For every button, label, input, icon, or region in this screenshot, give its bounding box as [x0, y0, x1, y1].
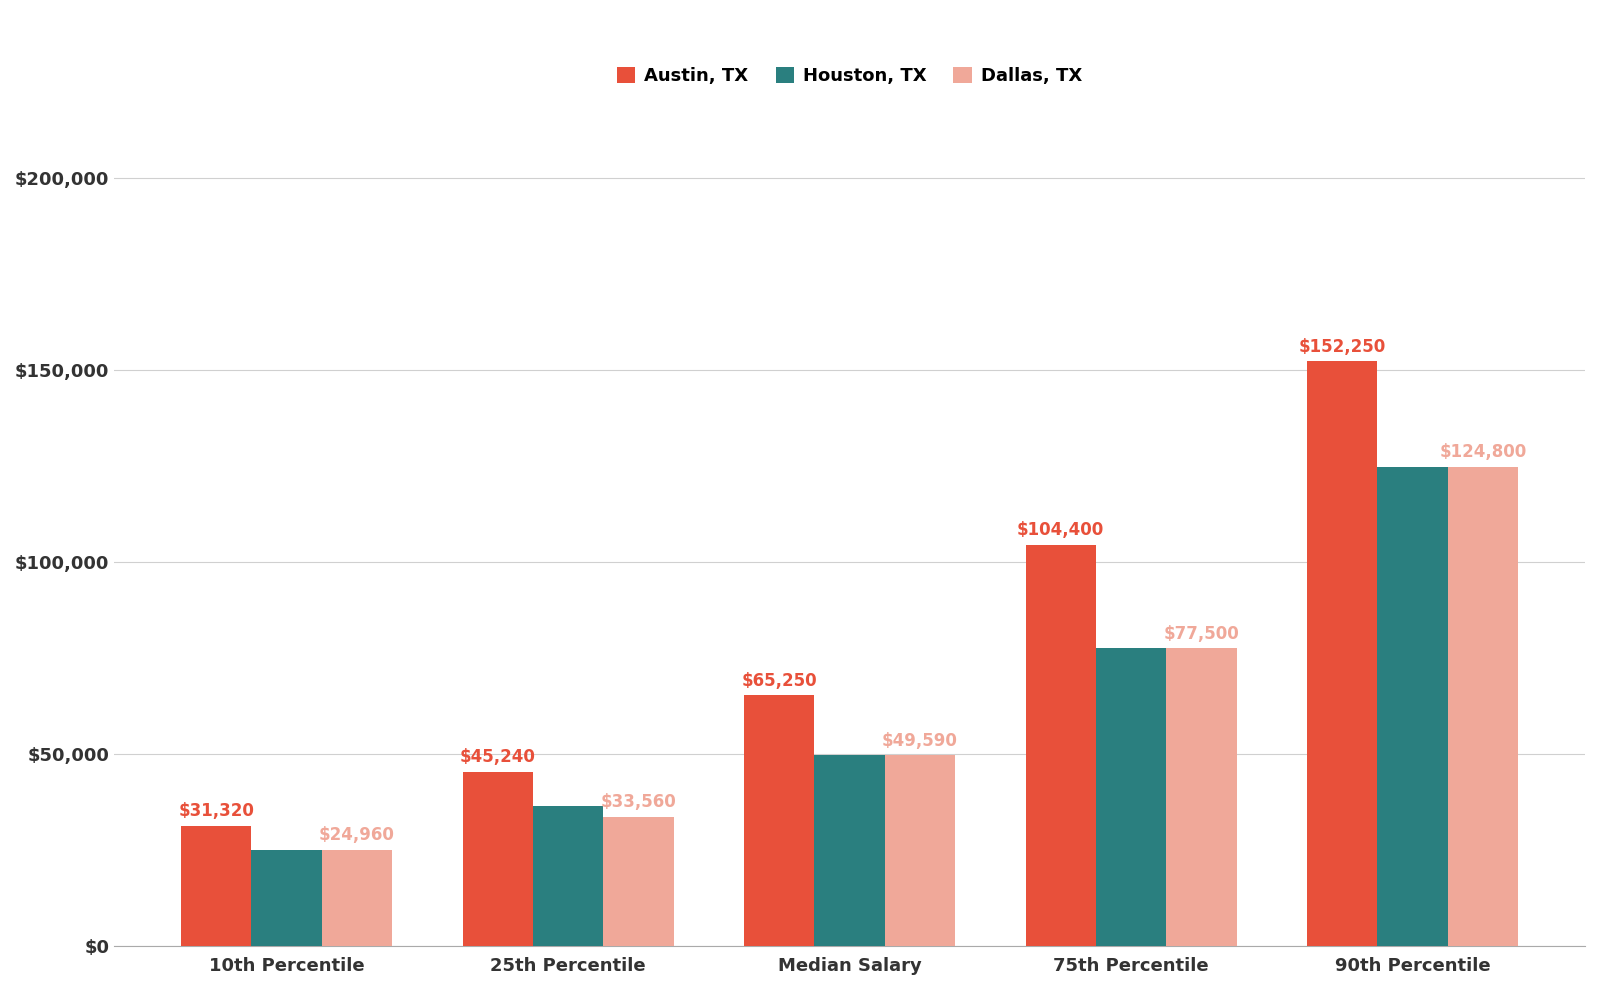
Bar: [462, 772, 533, 945]
Bar: [603, 817, 674, 945]
Legend: Austin, TX, Houston, TX, Dallas, TX: Austin, TX, Houston, TX, Dallas, TX: [610, 59, 1090, 92]
Bar: [181, 826, 251, 945]
Text: $124,800: $124,800: [1440, 443, 1526, 461]
Bar: [1166, 648, 1237, 945]
Text: $31,320: $31,320: [178, 802, 254, 820]
Text: $24,960: $24,960: [318, 827, 395, 844]
Text: $77,500: $77,500: [1163, 625, 1240, 643]
Bar: [744, 695, 814, 945]
Text: $152,250: $152,250: [1299, 338, 1386, 355]
Text: $65,250: $65,250: [741, 671, 818, 690]
Bar: [1448, 466, 1518, 945]
Bar: [1026, 545, 1096, 945]
Bar: [1307, 361, 1378, 945]
Bar: [885, 755, 955, 945]
Bar: [251, 850, 322, 945]
Bar: [322, 850, 392, 945]
Text: $104,400: $104,400: [1018, 522, 1104, 540]
Bar: [1378, 466, 1448, 945]
Text: $49,590: $49,590: [882, 732, 958, 749]
Bar: [533, 806, 603, 945]
Text: $33,560: $33,560: [600, 793, 677, 811]
Bar: [814, 755, 885, 945]
Bar: [1096, 648, 1166, 945]
Text: $45,240: $45,240: [459, 748, 536, 766]
